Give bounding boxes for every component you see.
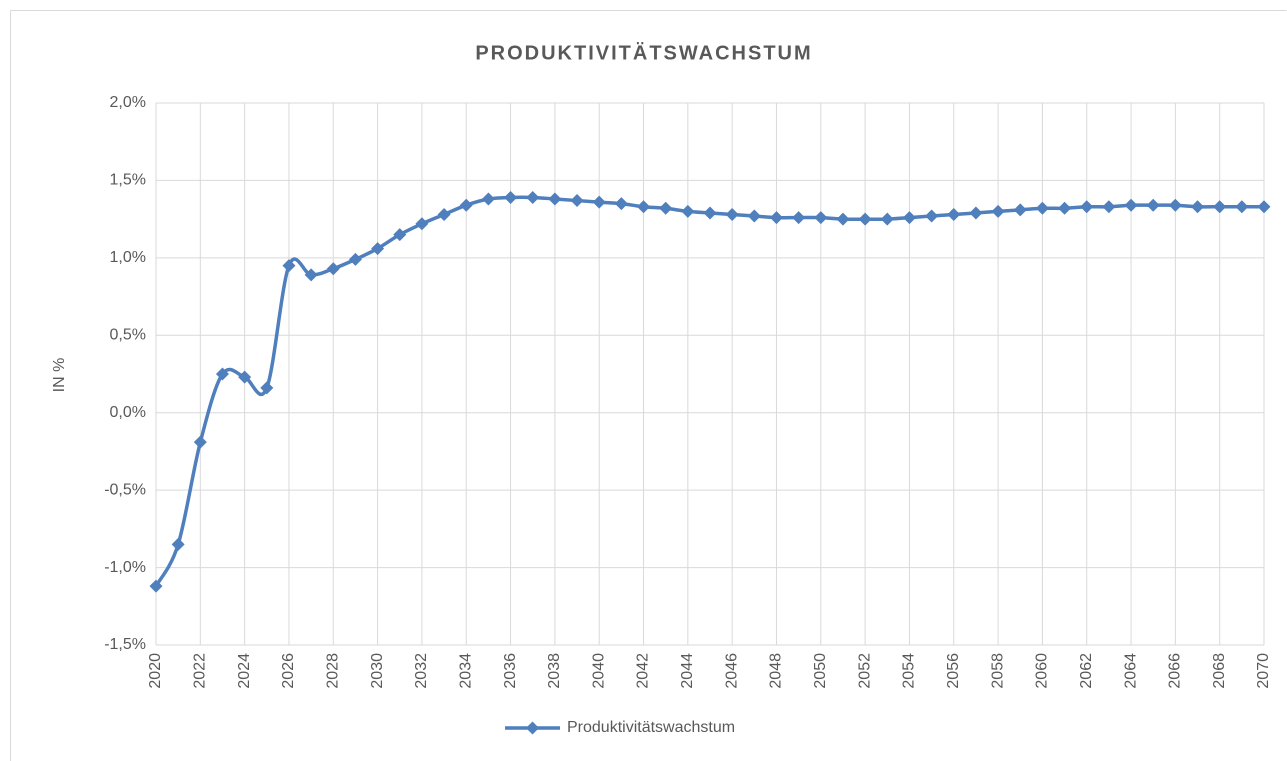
data-point [1213,200,1227,214]
data-point [171,537,185,551]
x-tick-label: 2048 [768,653,785,689]
x-tick-label: 2068 [1211,653,1228,689]
y-tick-label: 2,0% [110,94,146,111]
data-point [570,194,584,208]
data-point [1168,198,1182,212]
data-point [326,262,340,276]
y-tick-label: -1,5% [104,636,146,653]
x-tick-label: 2040 [590,653,607,689]
data-point [437,207,451,221]
data-point [659,201,673,215]
y-tick-label: 1,0% [110,249,146,266]
x-tick-label: 2066 [1167,653,1184,689]
data-point [459,198,473,212]
data-point [526,190,540,204]
x-tick-label: 2052 [856,653,873,689]
x-tick-label: 2060 [1034,653,1051,689]
x-tick-label: 2046 [723,653,740,689]
data-point [393,228,407,242]
data-point [504,190,518,204]
y-tick-label: 1,5% [110,172,146,189]
x-tick-label: 2062 [1078,653,1095,689]
data-point [703,206,717,220]
data-point [282,259,296,273]
data-point [836,212,850,226]
data-point [548,192,562,206]
data-point [902,211,916,225]
data-point [1257,200,1271,214]
x-tick-label: 2022 [192,653,209,689]
y-tick-label: -1,0% [104,559,146,576]
data-point [304,268,318,282]
data-point [415,217,429,231]
x-tick-label: 2032 [413,653,430,689]
x-tick-label: 2020 [147,653,164,689]
data-point [814,211,828,225]
x-tick-label: 2044 [679,653,696,689]
data-point [1191,200,1205,214]
y-axis-label: IN % [51,358,68,393]
data-point [1035,201,1049,215]
data-point [193,435,207,449]
data-point [1080,200,1094,214]
x-tick-label: 2026 [280,653,297,689]
data-point [1235,200,1249,214]
data-point [1102,200,1116,214]
y-tick-label: 0,0% [110,404,146,421]
data-point [238,370,252,384]
data-line [154,195,1264,588]
x-tick-label: 2038 [546,653,563,689]
data-point [880,212,894,226]
data-point [1058,201,1072,215]
data-point [215,367,229,381]
data-point [969,206,983,220]
x-tick-label: 2070 [1255,653,1272,689]
data-point [260,381,274,395]
y-tick-label: -0,5% [104,481,146,498]
x-tick-label: 2058 [989,653,1006,689]
y-tick-label: 0,5% [110,327,146,344]
x-tick-label: 2034 [457,653,474,689]
data-point [925,209,939,223]
data-point [1124,198,1138,212]
legend-marker [526,721,539,735]
chart-title: PRODUKTIVITÄTSWACHSTUM [475,41,812,64]
x-tick-label: 2028 [324,653,341,689]
x-tick-label: 2036 [502,653,519,689]
data-point [348,252,362,266]
data-point [858,212,872,226]
data-point [481,192,495,206]
x-tick-label: 2064 [1122,653,1139,689]
data-point [947,207,961,221]
x-tick-label: 2042 [635,653,652,689]
x-tick-label: 2054 [901,653,918,689]
legend-label: Produktivitätswachstum [567,719,735,736]
data-point [769,211,783,225]
data-point [149,579,163,593]
x-tick-label: 2024 [236,653,253,689]
data-point [792,211,806,225]
data-point [725,207,739,221]
x-tick-label: 2056 [945,653,962,689]
data-point [614,197,628,211]
x-tick-label: 2030 [369,653,386,689]
data-point [747,209,761,223]
data-point [371,242,385,256]
data-point [592,195,606,209]
x-tick-label: 2050 [812,653,829,689]
data-point [991,204,1005,218]
data-point [681,204,695,218]
data-point [637,200,651,214]
data-point [1146,198,1160,212]
data-point [1013,203,1027,217]
